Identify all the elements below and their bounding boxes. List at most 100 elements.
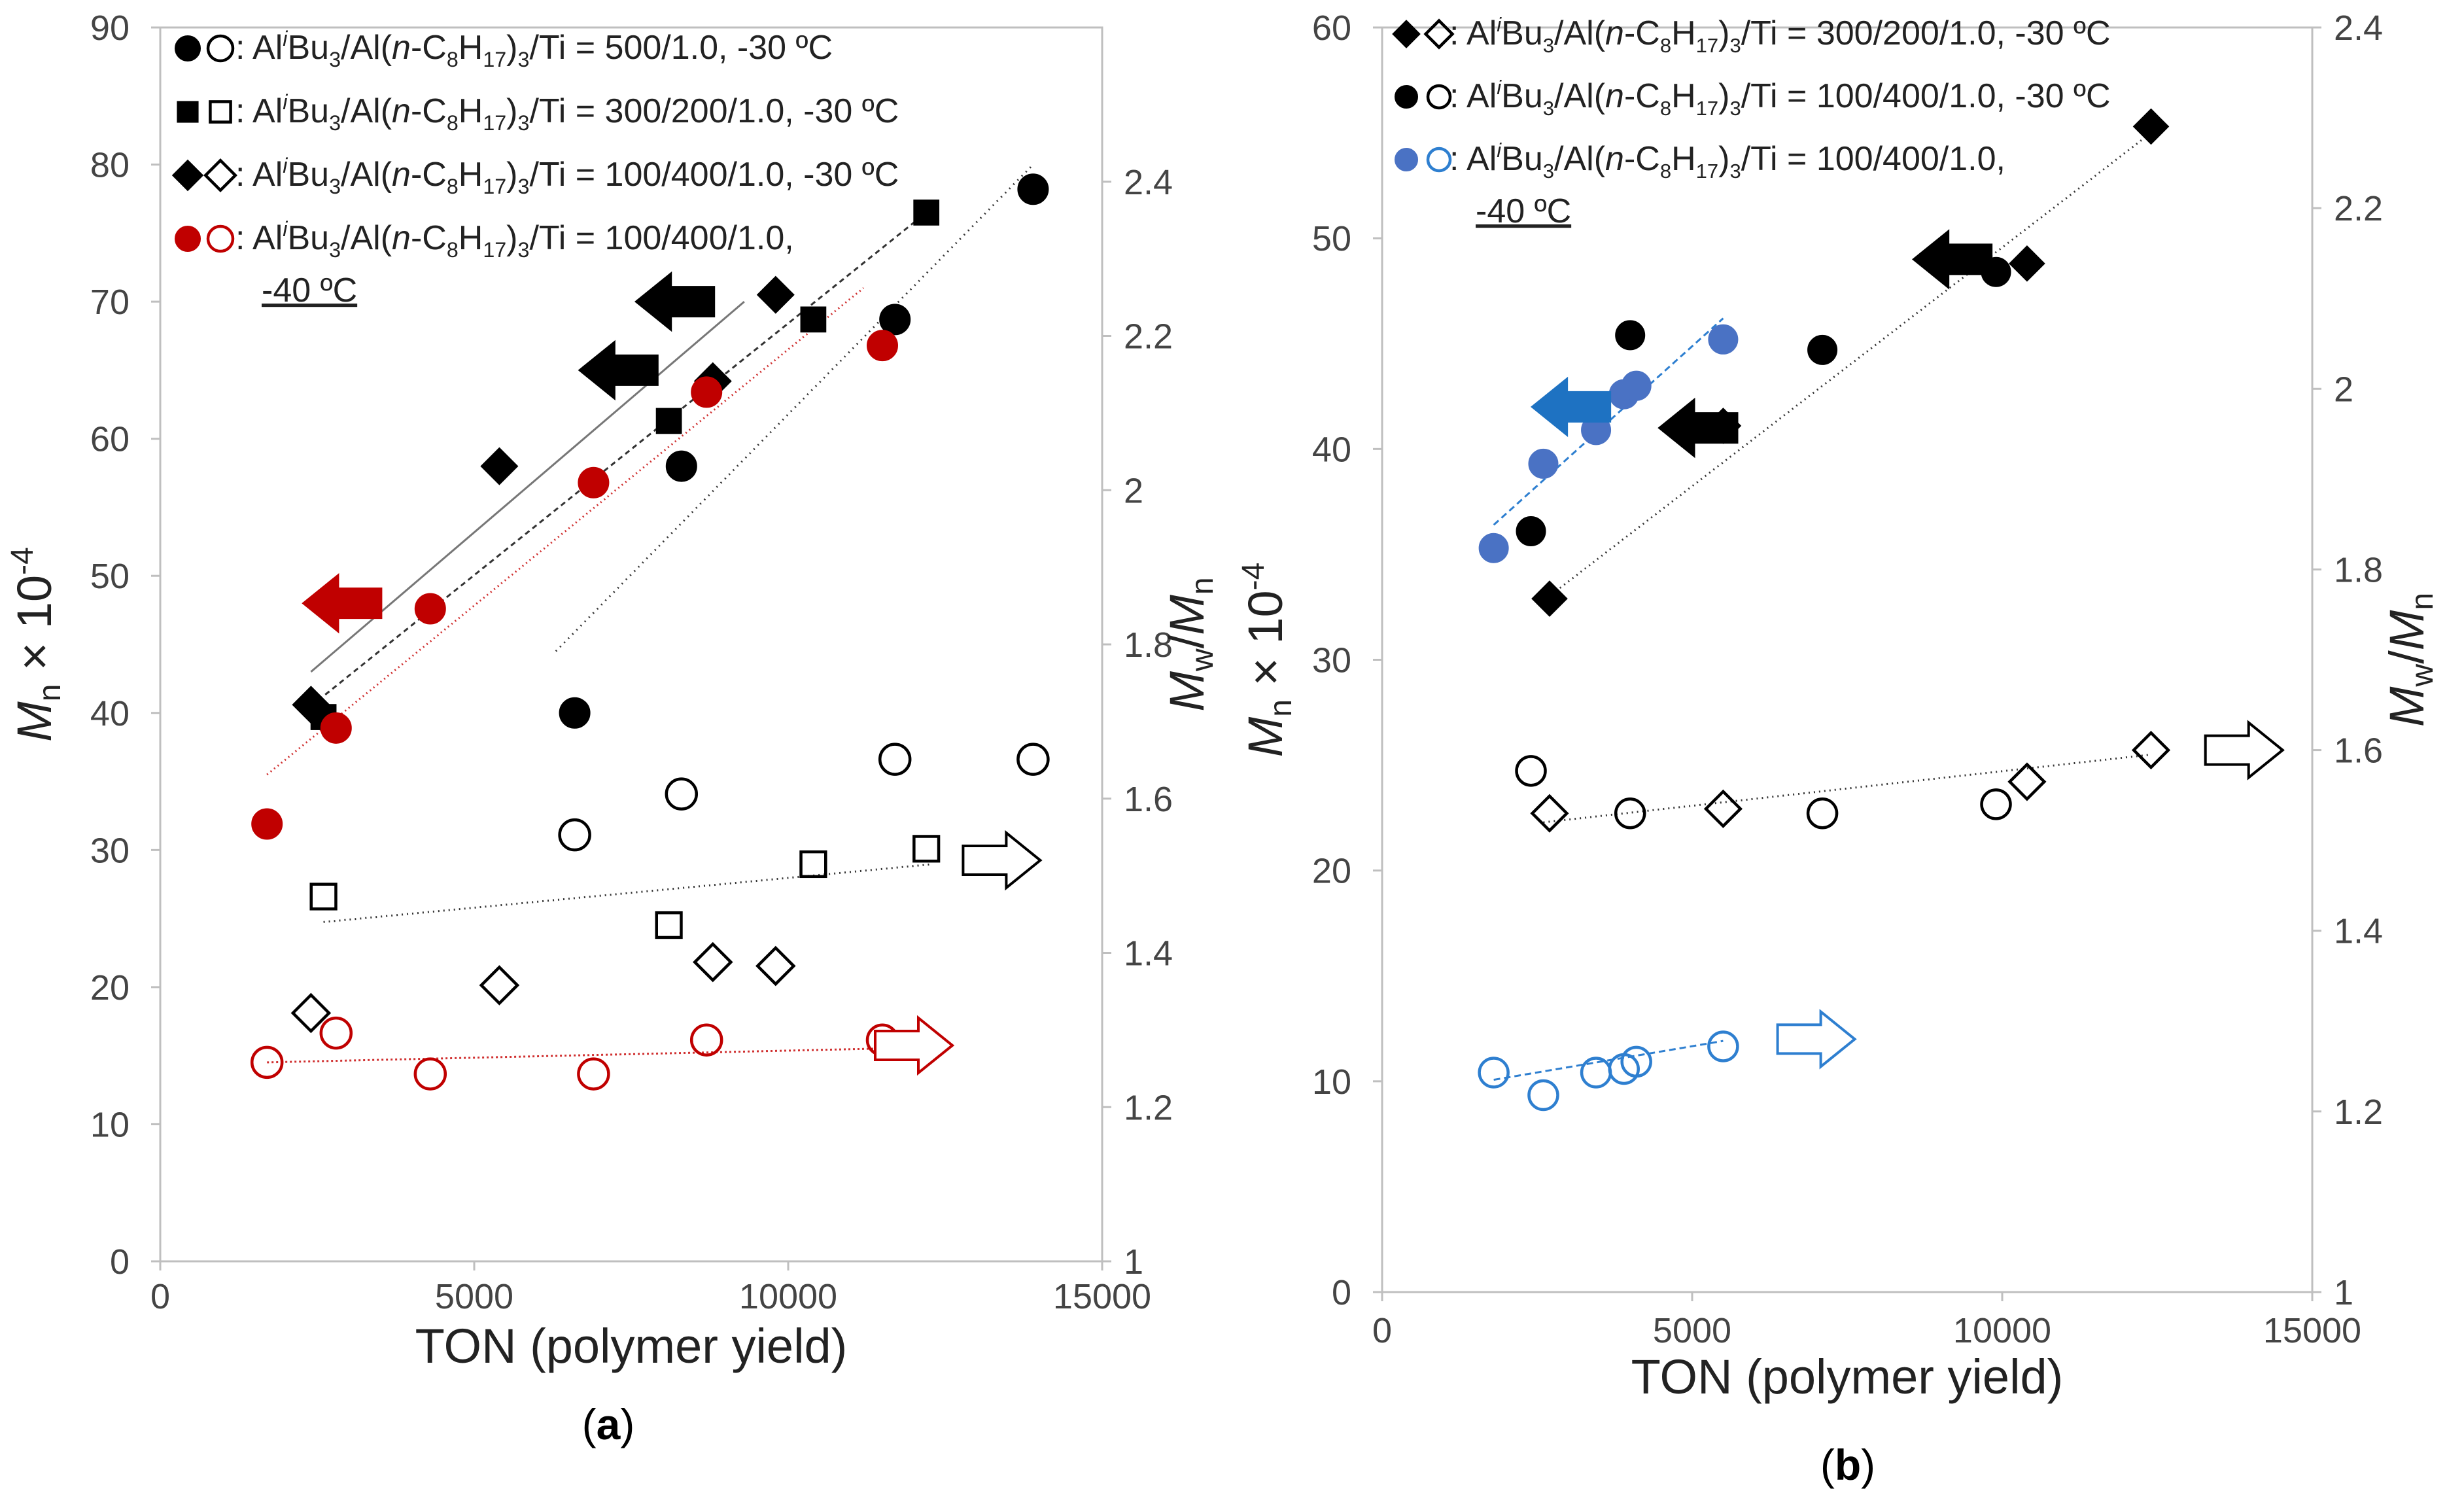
data-point	[558, 818, 591, 852]
legend-marker-open	[206, 34, 235, 63]
y-right-tick-label: 2.4	[1124, 163, 1173, 202]
legend-label: : AliBu3/Al(n-C8H17)3/Ti = 100/400/1.0, …	[235, 154, 899, 198]
series	[559, 173, 1049, 729]
arrow-right-icon	[2204, 720, 2285, 780]
y-left-tick-label: 50	[90, 557, 130, 596]
legend-marker-open	[1423, 18, 1455, 50]
y-left-tick-label: 10	[90, 1105, 130, 1144]
legend-marker-open	[1426, 147, 1452, 173]
data-point	[878, 743, 912, 776]
series	[290, 941, 796, 1034]
data-point	[1016, 743, 1050, 776]
data-point	[1980, 788, 2012, 820]
data-point	[1807, 334, 1838, 365]
y-right-tick-label: 1.4	[2334, 912, 2383, 951]
data-point	[1614, 797, 1646, 830]
series	[1530, 730, 2171, 833]
data-point	[756, 275, 795, 314]
y-left-tick-label: 40	[1312, 430, 1351, 469]
data-point	[320, 712, 352, 744]
series	[250, 1016, 899, 1091]
data-point	[1478, 1057, 1510, 1089]
y-right-tick-label: 2.2	[1124, 317, 1173, 357]
data-point	[1516, 516, 1546, 546]
legend: : AliBu3/Al(n-C8H17)3/Ti = 500/1.0, -30 …	[171, 27, 899, 309]
data-point	[319, 1016, 353, 1050]
arrow-left-icon	[1530, 376, 1612, 438]
data-point	[1708, 324, 1739, 355]
data-point	[1515, 755, 1547, 787]
x-tick-label: 10000	[1953, 1311, 2051, 1350]
arrow-right-icon	[1776, 1009, 1857, 1070]
y-right-tick-label: 2	[2334, 370, 2353, 409]
data-point	[1530, 794, 1569, 833]
data-point	[655, 408, 682, 434]
data-point	[480, 447, 519, 485]
y-left-tick-label: 60	[90, 420, 130, 459]
data-point	[912, 835, 941, 863]
y-right-tick-label: 1.6	[1124, 780, 1173, 819]
x-axis-title: TON (polymer yield)	[415, 1319, 848, 1373]
trend-line	[1493, 1040, 1724, 1081]
data-point	[665, 450, 697, 482]
arrow-left-icon	[634, 271, 716, 332]
data-point	[655, 911, 683, 939]
legend-marker-open	[203, 158, 237, 192]
trend-line	[1543, 753, 2151, 824]
legend-label: : AliBu3/Al(n-C8H17)3/Ti = 500/1.0, -30 …	[235, 27, 833, 71]
legend-label: : AliBu3/Al(n-C8H17)3/Ti = 100/400/1.0, …	[1449, 76, 2111, 120]
data-point	[1620, 1045, 1652, 1078]
trend-line	[1542, 131, 2152, 602]
y-right-tick-label: 2	[1124, 471, 1143, 510]
legend-marker-filled	[1392, 20, 1421, 48]
y-left-tick-label: 0	[110, 1242, 130, 1282]
y-left-axis-title: Mn × 10-4	[1236, 563, 1298, 758]
y-right-tick-label: 1.2	[1124, 1088, 1173, 1127]
series	[251, 330, 898, 840]
legend-label-temp: -40 ºC	[1476, 192, 1571, 230]
data-point	[755, 945, 796, 987]
y-right-tick-label: 1.4	[1124, 934, 1173, 973]
trend-line	[323, 863, 933, 923]
data-point	[913, 200, 940, 226]
data-point	[1580, 1057, 1612, 1089]
y-right-tick-label: 1	[1124, 1242, 1143, 1282]
legend-marker-open	[206, 224, 235, 253]
series	[1478, 324, 1739, 563]
data-point	[665, 777, 699, 811]
data-point	[309, 883, 338, 911]
y-left-tick-label: 70	[90, 283, 130, 322]
trend-line	[266, 287, 865, 776]
y-left-tick-label: 10	[1312, 1062, 1351, 1102]
data-point	[691, 376, 723, 408]
chart-panel-a: 0 5000 10000 15000 0 10 20 30 40 50 60 70 80 90 1 1.2 1.…	[5, 9, 1220, 1448]
data-point	[1707, 1030, 1739, 1062]
arrow-left-icon	[578, 340, 659, 401]
y-right-tick-label: 1.2	[2334, 1093, 2383, 1132]
y-left-tick-label: 20	[90, 968, 130, 1007]
series	[1516, 256, 2011, 546]
data-point	[1528, 448, 1559, 479]
data-point	[290, 992, 332, 1034]
arrow-left-icon	[302, 572, 383, 634]
legend-marker-filled	[171, 159, 204, 192]
data-point	[292, 686, 330, 724]
data-point	[1703, 789, 1743, 828]
data-point	[559, 697, 591, 729]
series	[1531, 108, 2170, 617]
series	[1478, 1030, 1739, 1112]
y-right-tick-label: 1	[2334, 1273, 2353, 1312]
legend-marker-filled	[1395, 85, 1418, 109]
y-left-axis-title: Mn × 10-4	[5, 547, 67, 742]
trend-line	[267, 1047, 883, 1064]
trend-line	[1493, 317, 1724, 526]
x-tick-label: 15000	[2263, 1311, 2361, 1350]
y-left-tick-label: 60	[1312, 9, 1351, 48]
trend-line	[310, 211, 928, 707]
y-left-tick-label: 30	[90, 831, 130, 870]
arrow-right-icon	[874, 1015, 955, 1076]
legend-marker-filled	[175, 35, 201, 61]
y-left-tick-label: 40	[90, 694, 130, 733]
x-tick-label: 5000	[1653, 1311, 1731, 1350]
